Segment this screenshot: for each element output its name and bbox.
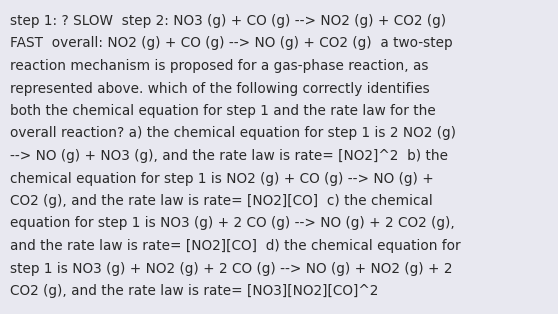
Text: step 1 is NO3 (g) + NO2 (g) + 2 CO (g) --> NO (g) + NO2 (g) + 2: step 1 is NO3 (g) + NO2 (g) + 2 CO (g) -… [10, 262, 453, 275]
Text: overall reaction? a) the chemical equation for step 1 is 2 NO2 (g): overall reaction? a) the chemical equati… [10, 127, 456, 140]
Text: FAST  overall: NO2 (g) + CO (g) --> NO (g) + CO2 (g)  a two-step: FAST overall: NO2 (g) + CO (g) --> NO (g… [10, 36, 453, 51]
Text: step 1: ? SLOW  step 2: NO3 (g) + CO (g) --> NO2 (g) + CO2 (g): step 1: ? SLOW step 2: NO3 (g) + CO (g) … [10, 14, 446, 28]
Text: and the rate law is rate= [NO2][CO]  d) the chemical equation for: and the rate law is rate= [NO2][CO] d) t… [10, 239, 460, 253]
Text: equation for step 1 is NO3 (g) + 2 CO (g) --> NO (g) + 2 CO2 (g),: equation for step 1 is NO3 (g) + 2 CO (g… [10, 216, 455, 230]
Text: reaction mechanism is proposed for a gas-phase reaction, as: reaction mechanism is proposed for a gas… [10, 59, 429, 73]
Text: both the chemical equation for step 1 and the rate law for the: both the chemical equation for step 1 an… [10, 104, 436, 118]
Text: represented above. which of the following correctly identifies: represented above. which of the followin… [10, 82, 430, 95]
Text: chemical equation for step 1 is NO2 (g) + CO (g) --> NO (g) +: chemical equation for step 1 is NO2 (g) … [10, 171, 434, 186]
Text: CO2 (g), and the rate law is rate= [NO2][CO]  c) the chemical: CO2 (g), and the rate law is rate= [NO2]… [10, 194, 433, 208]
Text: --> NO (g) + NO3 (g), and the rate law is rate= [NO2]^2  b) the: --> NO (g) + NO3 (g), and the rate law i… [10, 149, 448, 163]
Text: CO2 (g), and the rate law is rate= [NO3][NO2][CO]^2: CO2 (g), and the rate law is rate= [NO3]… [10, 284, 378, 298]
